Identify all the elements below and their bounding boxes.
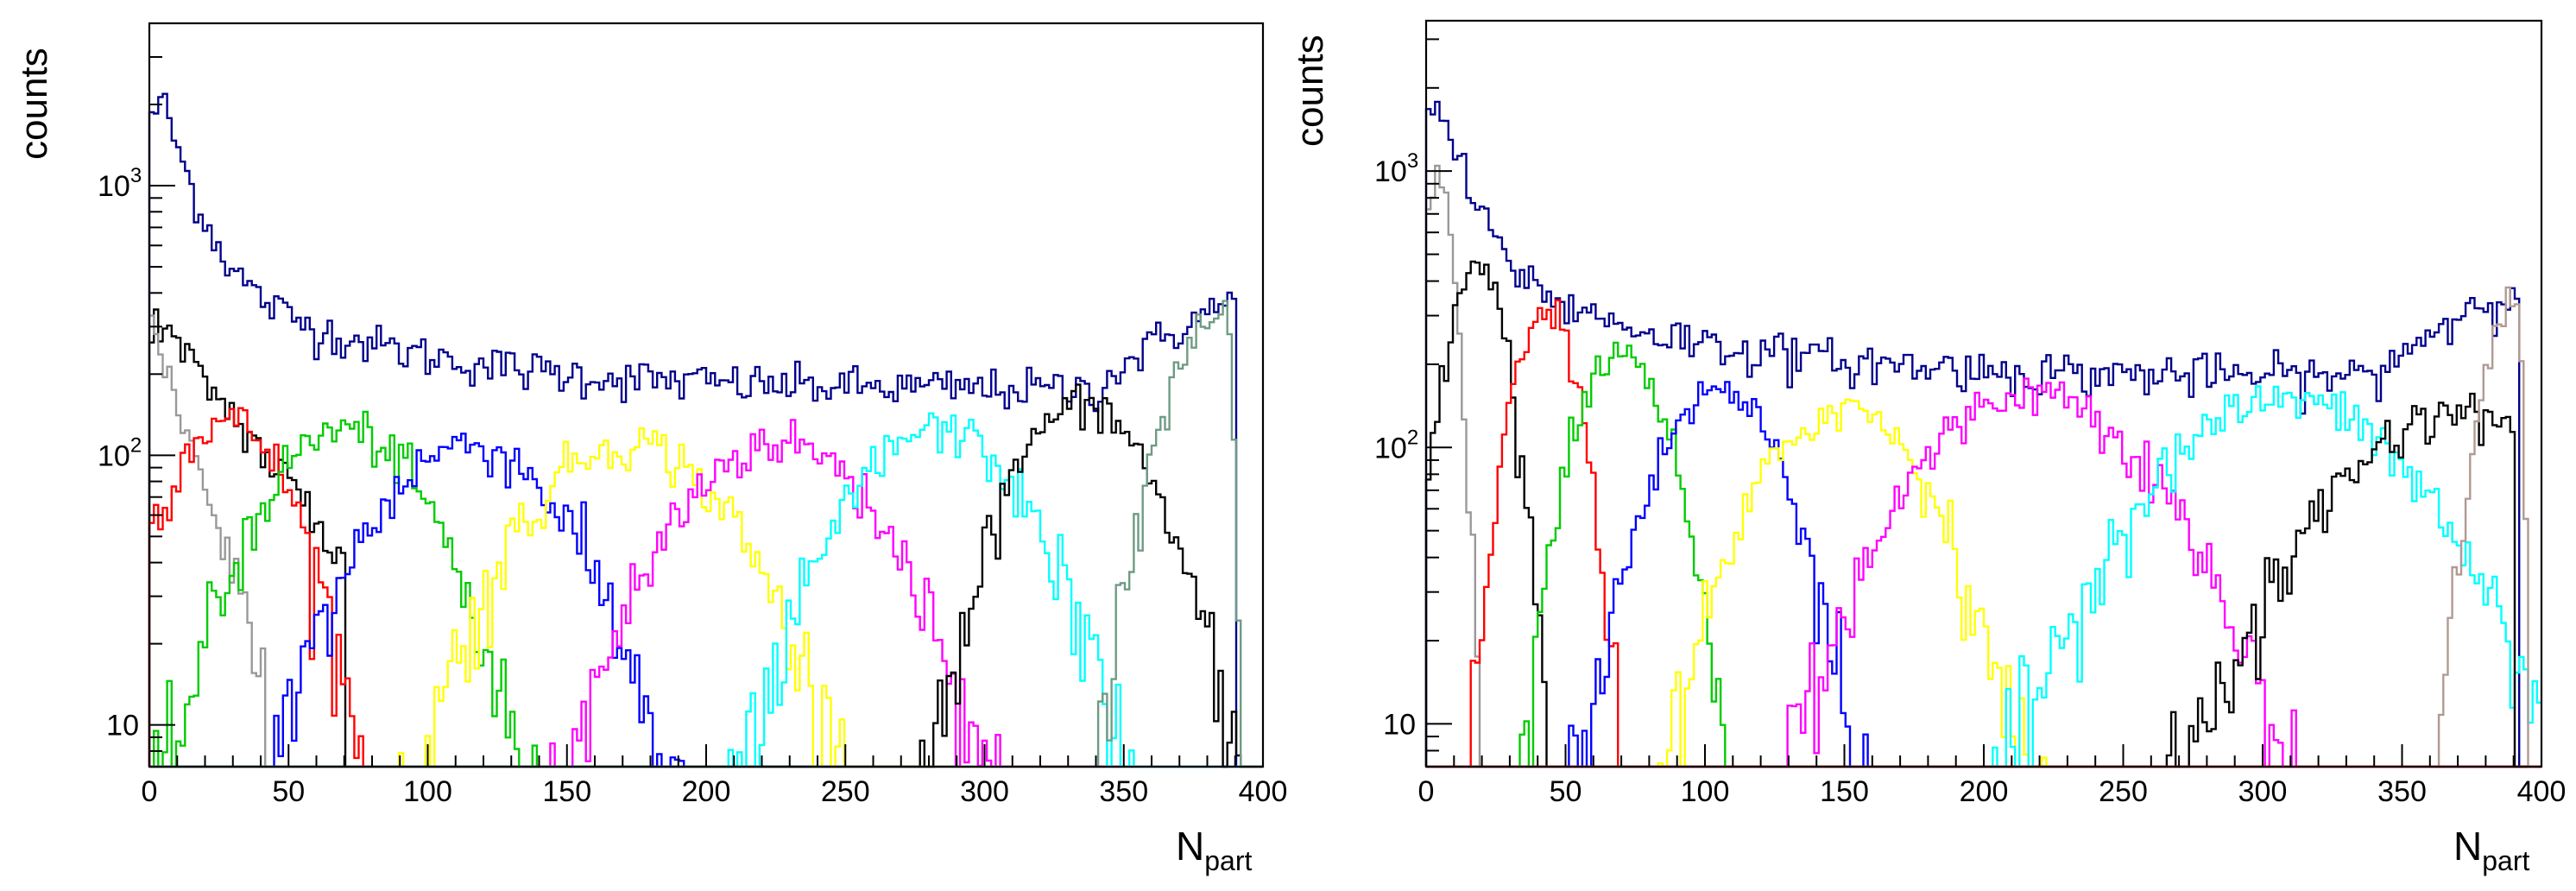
right-x-axis-label: Npart <box>2453 824 2529 876</box>
right-y-axis-label: counts <box>1289 35 1331 147</box>
y-tick-label: 103 <box>98 164 142 203</box>
x-tick-label: 150 <box>1820 775 1869 808</box>
left-y-axis-label: counts <box>13 47 55 160</box>
y-tick-label: 102 <box>1374 426 1418 464</box>
y-tick-label: 102 <box>98 433 142 472</box>
y-tick-label: 10 <box>106 710 139 742</box>
x-tick-label: 250 <box>821 775 870 808</box>
histogram-series-class-6 <box>149 427 1263 768</box>
left-axis-ticks: 0 50 100 150 200 250 300 350 400 10 102 103 <box>98 22 1288 808</box>
right-histogram-series-group <box>1424 100 2541 768</box>
histogram-series-class-2 <box>1424 260 2541 768</box>
right-plot-frame <box>1424 19 2543 768</box>
right-x-axis-label-main: N <box>2453 824 2482 869</box>
left-x-axis-label: Npart <box>1176 824 1252 876</box>
histogram-series-class-3 <box>148 407 1263 768</box>
x-tick-label: 400 <box>1239 775 1288 808</box>
histogram-series-total <box>1424 100 2541 768</box>
x-tick-label: 0 <box>1418 775 1435 808</box>
x-tick-label: 300 <box>2238 775 2288 808</box>
histogram-series-class-5 <box>1426 381 2541 768</box>
histogram-series-total <box>148 92 1263 768</box>
x-tick-label: 50 <box>1550 775 1582 808</box>
x-tick-label: 200 <box>682 775 731 808</box>
x-tick-label: 350 <box>1099 775 1148 808</box>
x-tick-label: 0 <box>142 775 158 808</box>
histogram-series-class-9 <box>1426 392 2541 768</box>
histogram-series-class-7 <box>1426 377 2541 768</box>
histogram-series-class-4 <box>149 410 1263 768</box>
x-tick-label: 350 <box>2377 775 2427 808</box>
histogram-series-class-1 <box>1424 164 2541 768</box>
x-tick-label: 200 <box>1960 775 2009 808</box>
y-tick-label: 10 <box>1383 708 1416 741</box>
x-tick-label: 250 <box>2099 775 2148 808</box>
x-tick-label: 150 <box>542 775 591 808</box>
y-tick-label: 103 <box>1374 149 1418 188</box>
left-x-axis-label-main: N <box>1176 824 1204 869</box>
left-x-axis-label-subscript: part <box>1204 845 1252 876</box>
histogram-series-class-8 <box>149 412 1263 768</box>
left-histogram-series-group <box>148 92 1263 768</box>
x-tick-label: 100 <box>403 775 452 808</box>
left-plot-frame <box>148 22 1265 768</box>
histogram-series-class-9 <box>149 383 1263 768</box>
x-tick-label: 300 <box>960 775 1009 808</box>
right-axis-ticks: 0 50 100 150 200 250 300 350 400 10 102 103 <box>1374 38 2567 808</box>
x-tick-label: 50 <box>272 775 305 808</box>
x-tick-label: 400 <box>2517 775 2567 808</box>
right-x-axis-label-subscript: part <box>2482 845 2529 876</box>
x-tick-label: 100 <box>1681 775 1730 808</box>
histogram-series-class-5 <box>149 433 1263 768</box>
histogram-series-class-8 <box>1426 385 2541 768</box>
histogram-series-class-7 <box>149 419 1263 768</box>
